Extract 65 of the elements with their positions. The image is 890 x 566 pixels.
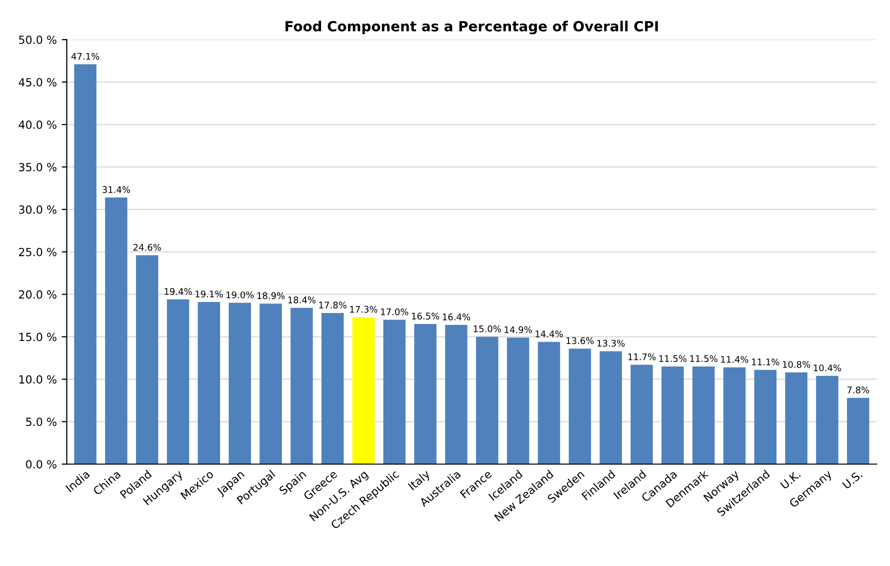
y-tick-label: 0.0 % [26, 460, 56, 468]
data-label: 13.3% [597, 340, 625, 347]
y-tick-label: 45.0 % [18, 78, 56, 86]
data-label: 16.5% [412, 312, 440, 320]
bar [383, 320, 406, 464]
bar [414, 324, 436, 464]
bar [846, 398, 870, 464]
y-tick-label: 50.0 % [19, 36, 56, 44]
bar [754, 370, 776, 464]
x-tick-label: U.S. [842, 470, 863, 490]
data-label: 18.4% [288, 296, 316, 304]
data-label: 14.4% [536, 330, 563, 338]
data-label: 10.8% [782, 361, 810, 368]
bar [321, 313, 344, 464]
bar [74, 64, 96, 464]
bar [166, 299, 190, 464]
data-label: 17.0% [381, 308, 408, 316]
y-tick-label: 25.0 % [19, 248, 56, 256]
bar [506, 338, 530, 464]
data-label: 19.4% [164, 288, 192, 295]
bar [105, 198, 128, 464]
data-label: 16.4% [442, 314, 470, 320]
data-label: 18.9% [257, 292, 285, 300]
data-label: 10.4% [814, 364, 842, 372]
data-label: 13.6% [566, 337, 594, 344]
bar [136, 255, 158, 464]
bar [445, 324, 468, 464]
y-tick-label: 30.0 % [19, 205, 56, 214]
bar [198, 302, 220, 464]
data-label: 11.4% [721, 356, 748, 363]
bar [630, 364, 653, 464]
data-label: 47.1% [71, 52, 100, 60]
data-label: 31.4% [102, 186, 130, 194]
data-label: 11.5% [690, 355, 718, 362]
y-tick-label: 15.0 % [19, 332, 56, 342]
bar [260, 304, 282, 464]
y-tick-label: 35.0 % [19, 162, 56, 172]
bar [662, 366, 684, 464]
bar [785, 372, 808, 464]
bar [228, 302, 251, 464]
bar [476, 336, 498, 464]
data-label: 7.8% [847, 386, 870, 394]
bar [352, 317, 375, 464]
y-tick-label: 5.0 % [26, 418, 56, 426]
bar [723, 367, 746, 464]
chart-title: Food Component as a Percentage of Overall CPI [286, 20, 658, 34]
data-label: 24.6% [133, 244, 161, 251]
bar [600, 351, 622, 464]
y-tick-label: 20.0 % [19, 290, 56, 299]
bar [538, 342, 560, 464]
bar [290, 308, 313, 464]
bar [692, 366, 715, 464]
data-label: 19.0% [226, 291, 254, 298]
data-label: 17.3% [350, 306, 378, 313]
data-label: 14.9% [504, 326, 532, 334]
data-label: 19.1% [196, 290, 223, 298]
bar [568, 348, 592, 464]
data-label: 17.8% [319, 302, 346, 308]
data-label: 11.5% [659, 355, 686, 362]
data-label: 15.0% [474, 325, 501, 332]
data-label: 11.7% [628, 353, 656, 360]
y-tick-label: 40.0 % [18, 120, 56, 129]
data-label: 11.1% [752, 358, 780, 366]
y-tick-label: 10.0 % [19, 375, 56, 384]
bar [816, 376, 838, 464]
